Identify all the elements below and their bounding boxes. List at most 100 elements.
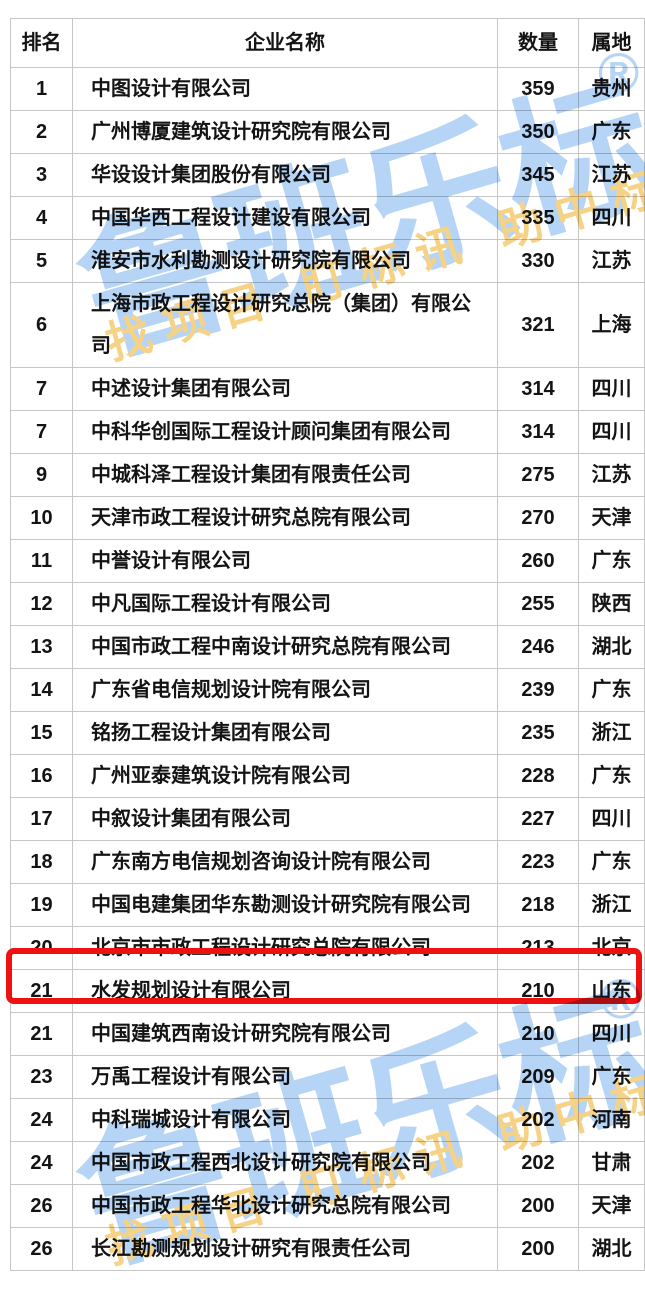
company-cell: 中国市政工程华北设计研究总院有限公司 (73, 1185, 498, 1227)
count-cell: 350 (498, 111, 579, 153)
count-cell: 314 (498, 411, 579, 453)
region-cell: 江苏 (579, 240, 645, 282)
count-cell: 260 (498, 540, 579, 582)
company-cell: 中国建筑西南设计研究院有限公司 (73, 1013, 498, 1055)
company-cell: 广州亚泰建筑设计院有限公司 (73, 755, 498, 797)
count-cell: 330 (498, 240, 579, 282)
count-cell: 314 (498, 368, 579, 410)
company-cell: 长江勘测规划设计研究有限责任公司 (73, 1228, 498, 1270)
count-cell: 223 (498, 841, 579, 883)
region-cell: 广东 (579, 540, 645, 582)
company-cell: 广东南方电信规划咨询设计院有限公司 (73, 841, 498, 883)
count-cell: 239 (498, 669, 579, 711)
count-cell: 345 (498, 154, 579, 196)
table-row: 26 中国市政工程华北设计研究总院有限公司 200 天津 (11, 1185, 645, 1228)
table-row: 3 华设设计集团股份有限公司 345 江苏 (11, 154, 645, 197)
company-cell: 中国华西工程设计建设有限公司 (73, 197, 498, 239)
company-cell: 中科瑞城设计有限公司 (73, 1099, 498, 1141)
rank-cell: 24 (11, 1142, 73, 1184)
table-row: 16 广州亚泰建筑设计院有限公司 228 广东 (11, 755, 645, 798)
region-cell: 四川 (579, 368, 645, 410)
header-company: 企业名称 (73, 19, 498, 67)
header-region: 属地 (579, 19, 645, 67)
region-cell: 甘肃 (579, 1142, 645, 1184)
rank-cell: 17 (11, 798, 73, 840)
count-cell: 218 (498, 884, 579, 926)
count-cell: 228 (498, 755, 579, 797)
region-cell: 北京 (579, 927, 645, 969)
region-cell: 广东 (579, 841, 645, 883)
region-cell: 湖北 (579, 626, 645, 668)
company-cell: 中图设计有限公司 (73, 68, 498, 110)
rank-cell: 7 (11, 411, 73, 453)
company-cell: 天津市政工程设计研究总院有限公司 (73, 497, 498, 539)
table-row: 7 中科华创国际工程设计顾问集团有限公司 314 四川 (11, 411, 645, 454)
company-cell: 中国市政工程中南设计研究总院有限公司 (73, 626, 498, 668)
company-cell: 北京市市政工程设计研究总院有限公司 (73, 927, 498, 969)
count-cell: 210 (498, 1013, 579, 1055)
region-cell: 河南 (579, 1099, 645, 1141)
company-cell: 万禹工程设计有限公司 (73, 1056, 498, 1098)
table-row: 5 淮安市水利勘测设计研究院有限公司 330 江苏 (11, 240, 645, 283)
count-cell: 270 (498, 497, 579, 539)
rank-cell: 6 (11, 283, 73, 367)
rank-cell: 1 (11, 68, 73, 110)
region-cell: 广东 (579, 755, 645, 797)
table-row: 6 上海市政工程设计研究总院（集团）有限公司 321 上海 (11, 283, 645, 368)
count-cell: 202 (498, 1099, 579, 1141)
region-cell: 广东 (579, 669, 645, 711)
rank-cell: 21 (11, 970, 73, 1012)
region-cell: 浙江 (579, 884, 645, 926)
rank-cell: 11 (11, 540, 73, 582)
table-row-highlighted: 21 水发规划设计有限公司 210 山东 (11, 970, 645, 1013)
company-cell: 中凡国际工程设计有限公司 (73, 583, 498, 625)
rank-cell: 7 (11, 368, 73, 410)
count-cell: 275 (498, 454, 579, 496)
count-cell: 227 (498, 798, 579, 840)
count-cell: 209 (498, 1056, 579, 1098)
rank-cell: 13 (11, 626, 73, 668)
rank-cell: 2 (11, 111, 73, 153)
region-cell: 江苏 (579, 454, 645, 496)
table-row: 21 中国建筑西南设计研究院有限公司 210 四川 (11, 1013, 645, 1056)
company-cell: 广州博厦建筑设计研究院有限公司 (73, 111, 498, 153)
region-cell: 陕西 (579, 583, 645, 625)
region-cell: 上海 (579, 283, 645, 367)
count-cell: 210 (498, 970, 579, 1012)
header-rank: 排名 (11, 19, 73, 67)
table-row: 24 中国市政工程西北设计研究院有限公司 202 甘肃 (11, 1142, 645, 1185)
count-cell: 202 (498, 1142, 579, 1184)
rank-cell: 15 (11, 712, 73, 754)
company-cell: 中国电建集团华东勘测设计研究院有限公司 (73, 884, 498, 926)
table-row: 10 天津市政工程设计研究总院有限公司 270 天津 (11, 497, 645, 540)
company-cell: 中叙设计集团有限公司 (73, 798, 498, 840)
count-cell: 359 (498, 68, 579, 110)
count-cell: 255 (498, 583, 579, 625)
table-row: 23 万禹工程设计有限公司 209 广东 (11, 1056, 645, 1099)
table-row: 2 广州博厦建筑设计研究院有限公司 350 广东 (11, 111, 645, 154)
table-row: 14 广东省电信规划设计院有限公司 239 广东 (11, 669, 645, 712)
region-cell: 四川 (579, 197, 645, 239)
rank-cell: 18 (11, 841, 73, 883)
rank-cell: 9 (11, 454, 73, 496)
table-row: 12 中凡国际工程设计有限公司 255 陕西 (11, 583, 645, 626)
table-row: 1 中图设计有限公司 359 贵州 (11, 68, 645, 111)
region-cell: 贵州 (579, 68, 645, 110)
table-row: 4 中国华西工程设计建设有限公司 335 四川 (11, 197, 645, 240)
table-row: 9 中城科泽工程设计集团有限责任公司 275 江苏 (11, 454, 645, 497)
rank-cell: 12 (11, 583, 73, 625)
rank-cell: 21 (11, 1013, 73, 1055)
table-row: 13 中国市政工程中南设计研究总院有限公司 246 湖北 (11, 626, 645, 669)
count-cell: 246 (498, 626, 579, 668)
company-cell: 华设设计集团股份有限公司 (73, 154, 498, 196)
rank-cell: 5 (11, 240, 73, 282)
region-cell: 山东 (579, 970, 645, 1012)
table-row: 20 北京市市政工程设计研究总院有限公司 213 北京 (11, 927, 645, 970)
table-header-row: 排名 企业名称 数量 属地 (11, 19, 645, 68)
rank-cell: 10 (11, 497, 73, 539)
company-cell: 中誉设计有限公司 (73, 540, 498, 582)
header-count: 数量 (498, 19, 579, 67)
region-cell: 四川 (579, 1013, 645, 1055)
count-cell: 200 (498, 1185, 579, 1227)
region-cell: 湖北 (579, 1228, 645, 1270)
